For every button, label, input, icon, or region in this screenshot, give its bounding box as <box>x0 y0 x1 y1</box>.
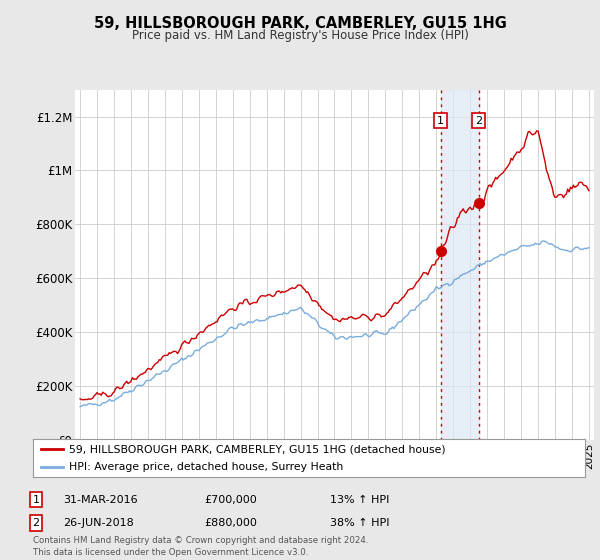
Text: 31-MAR-2016: 31-MAR-2016 <box>63 494 137 505</box>
Text: 2: 2 <box>32 518 40 528</box>
Text: 38% ↑ HPI: 38% ↑ HPI <box>330 518 389 528</box>
Text: 2: 2 <box>475 115 482 125</box>
Bar <box>440 90 479 440</box>
Text: HPI: Average price, detached house, Surrey Heath: HPI: Average price, detached house, Surr… <box>69 462 343 472</box>
Text: 59, HILLSBOROUGH PARK, CAMBERLEY, GU15 1HG (detached house): 59, HILLSBOROUGH PARK, CAMBERLEY, GU15 1… <box>69 444 446 454</box>
Text: 13% ↑ HPI: 13% ↑ HPI <box>330 494 389 505</box>
Text: Price paid vs. HM Land Registry's House Price Index (HPI): Price paid vs. HM Land Registry's House … <box>131 29 469 43</box>
Text: £700,000: £700,000 <box>204 494 257 505</box>
Text: Contains HM Land Registry data © Crown copyright and database right 2024.
This d: Contains HM Land Registry data © Crown c… <box>33 536 368 557</box>
Text: £880,000: £880,000 <box>204 518 257 528</box>
Text: 1: 1 <box>437 115 444 125</box>
Text: 59, HILLSBOROUGH PARK, CAMBERLEY, GU15 1HG: 59, HILLSBOROUGH PARK, CAMBERLEY, GU15 1… <box>94 16 506 31</box>
Text: 26-JUN-2018: 26-JUN-2018 <box>63 518 134 528</box>
Text: 1: 1 <box>32 494 40 505</box>
